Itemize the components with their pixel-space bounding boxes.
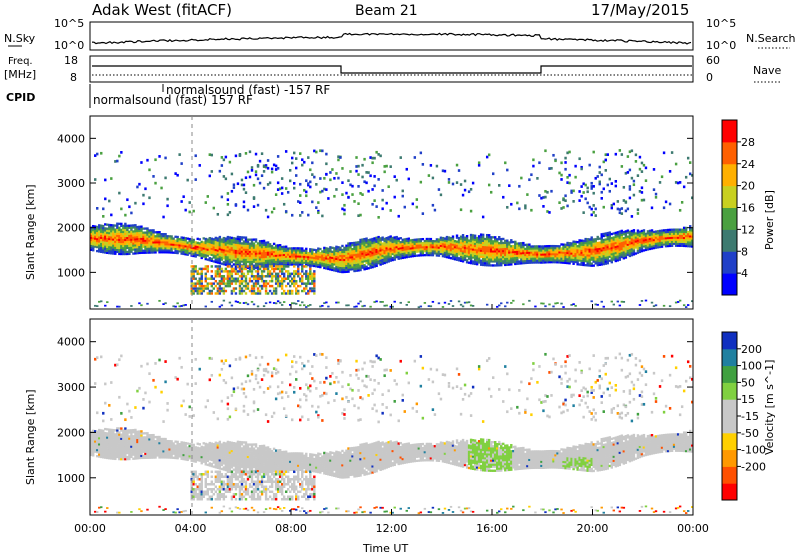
y-tick-label: 1000 <box>57 472 85 485</box>
nsky-tick-top: 10^5 <box>54 17 84 30</box>
cpid-label-1: normalsound (fast) 157 RF <box>93 93 253 107</box>
nsky-trace <box>91 32 692 45</box>
nave-tick-top: 60 <box>706 54 720 67</box>
velocity-cbar-tick: 50 <box>741 376 755 389</box>
y-tick-label: 2000 <box>57 426 85 439</box>
site-title: Adak West (fitACF) <box>92 1 232 19</box>
y-tick-label: 2000 <box>57 222 85 235</box>
power-panel: Slant Range [km] 1000 2000 3000 4000 <box>24 115 694 310</box>
x-tick-label: 00:00 <box>677 522 709 535</box>
y-tick-label: 4000 <box>57 336 85 349</box>
cpid-label-2: normalsound (fast) -157 RF <box>166 83 330 97</box>
power-cbar-tick: 24 <box>741 158 755 171</box>
freq-label: Freq. <box>8 56 33 67</box>
x-tick-label: 00:00 <box>74 522 106 535</box>
nsearch-label: N.Search <box>746 32 796 45</box>
power-cbar-tick: 16 <box>741 202 755 215</box>
y-tick-label: 1000 <box>57 266 85 279</box>
x-tick-label: 04:00 <box>175 522 207 535</box>
nave-label: Nave <box>753 64 781 77</box>
freq-tick-bottom: 8 <box>70 71 77 84</box>
power-colorbar: 4 8 12 16 20 24 28 Power [dB] <box>721 119 776 296</box>
power-cbar-tick: 12 <box>741 223 755 236</box>
nsearch-tick-bottom: 10^0 <box>706 39 736 52</box>
y-tick-label: 4000 <box>57 132 85 145</box>
velocity-cbar-tick: -15 <box>741 410 759 423</box>
y-tick-label: 3000 <box>57 381 85 394</box>
velocity-cbar-tick: 15 <box>741 393 755 406</box>
power-colorbar-label: Power [dB] <box>763 190 776 250</box>
x-axis-label: Time UT <box>362 542 408 554</box>
power-cbar-tick: 8 <box>741 245 748 258</box>
nsearch-tick-top: 10^5 <box>706 17 736 30</box>
x-tick-label: 08:00 <box>275 522 307 535</box>
velocity-colorbar-label: Velocity [m s^-1] <box>763 360 776 455</box>
x-tick-label: 12:00 <box>376 522 408 535</box>
x-tick-label: 16:00 <box>476 522 508 535</box>
beam-title: Beam 21 <box>355 3 418 19</box>
velocity-ylabel: Slant Range [km] <box>24 389 37 485</box>
velocity-cbar-tick: 200 <box>741 343 762 356</box>
velocity-cbar-tick: -50 <box>741 427 759 440</box>
velocity-panel: Slant Range [km] 1000 2000 3000 4000 <box>24 318 694 516</box>
date-title: 17/May/2015 <box>591 1 689 19</box>
freq-tick-top: 18 <box>64 54 78 67</box>
nsky-panel: N.Sky 10^5 10^0 10^5 10^0 N.Search <box>4 17 796 52</box>
nsky-tick-bottom: 10^0 <box>54 39 84 52</box>
nsky-label: N.Sky <box>4 32 36 45</box>
x-axis: 00:00 04:00 08:00 12:00 16:00 20:00 00:00 <box>74 304 709 535</box>
cpid-label: CPID <box>6 91 35 104</box>
x-tick-label: 20:00 <box>577 522 609 535</box>
velocity-colorbar: 200 100 50 15 -15 -50 -100 -200 Velocity [m s^-… <box>721 331 776 501</box>
power-cbar-tick: 4 <box>741 267 748 280</box>
nave-tick-bottom: 0 <box>706 71 713 84</box>
cpid-row: CPID normalsound (fast) 157 RF normalsou… <box>6 83 330 108</box>
velocity-cbar-tick: -100 <box>741 444 766 457</box>
power-cbar-tick: 28 <box>741 136 755 149</box>
velocity-cbar-tick: 100 <box>741 360 762 373</box>
power-cbar-tick: 20 <box>741 180 755 193</box>
power-data <box>90 149 694 309</box>
freq-unit: [MHz] <box>4 68 36 81</box>
power-ylabel: Slant Range [km] <box>24 184 37 280</box>
freq-line <box>92 65 692 74</box>
velocity-data <box>90 352 694 515</box>
freq-panel: Freq. [MHz] 18 8 60 0 Nave <box>4 54 782 84</box>
y-tick-label: 3000 <box>57 177 85 190</box>
velocity-cbar-tick: -200 <box>741 460 766 473</box>
